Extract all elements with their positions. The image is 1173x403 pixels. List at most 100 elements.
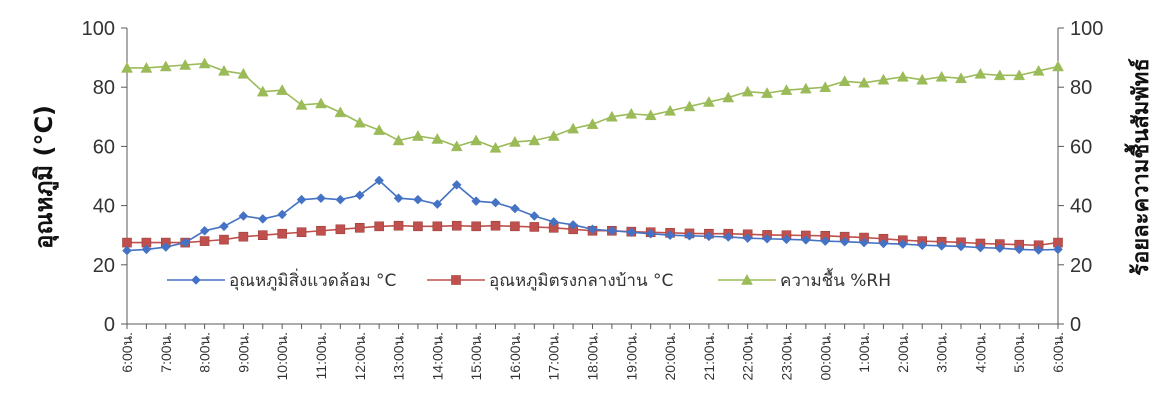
- y-axis-left-ticks: 0 20 40 60 80 100: [82, 18, 127, 336]
- x-tick-label: 20:00น.: [662, 332, 678, 381]
- x-tick-label: 1:00น.: [856, 332, 872, 373]
- data-point-2-48: [1052, 60, 1064, 72]
- series-0: [122, 175, 1063, 256]
- data-point-0-40: [897, 239, 908, 249]
- data-point-0-25: [607, 225, 617, 236]
- y-tick-label-left: 80: [93, 77, 115, 99]
- x-tick-label: 9:00น.: [235, 332, 251, 373]
- data-point-0-1: [141, 244, 152, 255]
- data-point-0-14: [393, 193, 404, 204]
- data-point-2-38: [858, 76, 870, 88]
- data-point-2-19: [489, 141, 502, 153]
- data-point-2-42: [935, 70, 948, 82]
- data-point-2-4: [198, 57, 211, 69]
- legend-label-1: อุณหภูมิตรงกลางบ้าน °C: [489, 271, 673, 291]
- data-point-2-22: [547, 130, 560, 141]
- data-point-0-43: [956, 241, 966, 252]
- x-tick-label: 7:00น.: [158, 332, 174, 373]
- data-point-0-2: [160, 242, 171, 252]
- data-point-0-26: [626, 227, 637, 238]
- data-point-2-2: [159, 60, 172, 72]
- data-point-2-8: [276, 84, 289, 95]
- data-point-2-21: [528, 134, 541, 146]
- data-point-0-6: [238, 211, 249, 221]
- data-point-0-44: [975, 242, 986, 253]
- legend: อุณหภูมิสิ่งแวดล้อม °C อุณหภูมิตรงกลางบ้า…: [167, 268, 891, 291]
- x-tick-label: 11:00น.: [313, 332, 329, 379]
- data-point-2-12: [353, 116, 366, 128]
- data-point-0-35: [801, 235, 811, 245]
- y-tick-label-right: 100: [1070, 18, 1103, 40]
- data-point-0-17: [451, 180, 462, 190]
- x-tick-label: 14:00น.: [429, 332, 445, 381]
- data-point-2-47: [1032, 64, 1045, 76]
- data-point-2-6: [237, 67, 250, 79]
- data-point-0-9: [296, 194, 307, 205]
- x-tick-label: 8:00น.: [197, 332, 213, 373]
- data-point-2-17: [450, 140, 463, 152]
- data-point-2-30: [702, 95, 715, 107]
- data-point-2-0: [121, 61, 133, 73]
- data-point-1-21: [529, 222, 540, 232]
- data-point-2-16: [431, 132, 444, 144]
- x-tick-label: 18:00น.: [585, 332, 601, 381]
- data-point-2-29: [683, 100, 696, 112]
- data-point-2-10: [315, 97, 327, 109]
- data-point-2-13: [373, 124, 386, 135]
- data-point-2-20: [508, 135, 521, 147]
- y-tick-label-right: 80: [1070, 77, 1092, 99]
- y-tick-label-left: 20: [93, 255, 115, 277]
- data-point-0-29: [684, 230, 695, 241]
- data-point-0-23: [568, 219, 578, 230]
- data-point-0-34: [781, 234, 792, 245]
- legend-item-0: อุณหภูมิสิ่งแวดล้อม °C: [167, 268, 396, 291]
- data-point-0-18: [471, 196, 481, 207]
- data-point-2-33: [761, 87, 773, 98]
- x-tick-label: 15:00น.: [468, 332, 484, 381]
- data-point-0-21: [529, 211, 540, 221]
- x-tick-label: 16:00น.: [507, 332, 523, 381]
- y-tick-label-right: 40: [1070, 196, 1092, 218]
- x-tick-label: 5:00น.: [1011, 332, 1027, 373]
- x-tick-label: 2:00น.: [895, 332, 911, 373]
- data-point-0-45: [994, 243, 1005, 254]
- y-axis-right-title: ร้อยละความชื้นสัมพัทธ์: [1124, 58, 1154, 275]
- data-point-0-42: [936, 241, 947, 251]
- data-point-0-27: [645, 228, 656, 239]
- data-point-2-23: [567, 122, 580, 134]
- data-point-2-39: [877, 73, 890, 85]
- y-tick-label-left: 100: [82, 18, 115, 40]
- data-point-1-16: [432, 221, 443, 232]
- data-point-0-31: [723, 232, 734, 242]
- data-point-1-5: [219, 234, 229, 245]
- data-point-0-11: [335, 194, 346, 205]
- x-tick-label: 19:00น.: [623, 332, 639, 381]
- data-point-2-44: [974, 67, 987, 79]
- x-tick-label: 23:00น.: [778, 332, 794, 381]
- data-point-2-1: [140, 61, 153, 73]
- y-tick-label-right: 20: [1070, 255, 1092, 277]
- data-point-0-33: [762, 233, 772, 244]
- data-point-2-9: [295, 98, 308, 110]
- data-point-0-0: [122, 245, 132, 256]
- x-axis-ticks: 6:00น. 7:00น. 8:00น. 9:00น. 10:00น. 11:00น. 12…: [119, 324, 1066, 381]
- data-point-1-9: [296, 227, 307, 238]
- data-point-0-20: [510, 203, 520, 214]
- data-point-0-13: [374, 175, 384, 186]
- x-tick-label: 6:00น.: [119, 332, 135, 373]
- y-tick-label-left: 40: [93, 196, 115, 218]
- legend-item-2: ความชื้น %RH: [718, 268, 891, 291]
- data-point-1-11: [335, 224, 346, 235]
- data-point-0-16: [432, 199, 443, 209]
- data-point-2-37: [838, 75, 851, 87]
- data-point-0-19: [490, 197, 501, 208]
- x-tick-label: 00:00น.: [817, 332, 833, 381]
- y-axis-left-title: อุณหภูมิ (°C): [30, 105, 60, 249]
- data-point-1-8: [277, 228, 287, 239]
- data-point-0-8: [277, 209, 288, 220]
- data-point-2-28: [664, 104, 677, 116]
- data-point-2-43: [955, 72, 967, 84]
- data-point-2-41: [916, 73, 929, 85]
- data-point-0-7: [257, 214, 268, 224]
- data-point-2-36: [819, 81, 832, 92]
